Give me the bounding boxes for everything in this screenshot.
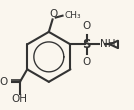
Text: OH: OH bbox=[12, 94, 28, 104]
Text: S: S bbox=[82, 38, 91, 51]
Text: O: O bbox=[0, 77, 7, 87]
Text: O: O bbox=[83, 58, 91, 68]
Text: NH: NH bbox=[100, 39, 116, 49]
Text: CH₃: CH₃ bbox=[64, 11, 81, 20]
Text: O: O bbox=[83, 21, 91, 31]
Text: O: O bbox=[50, 9, 58, 19]
